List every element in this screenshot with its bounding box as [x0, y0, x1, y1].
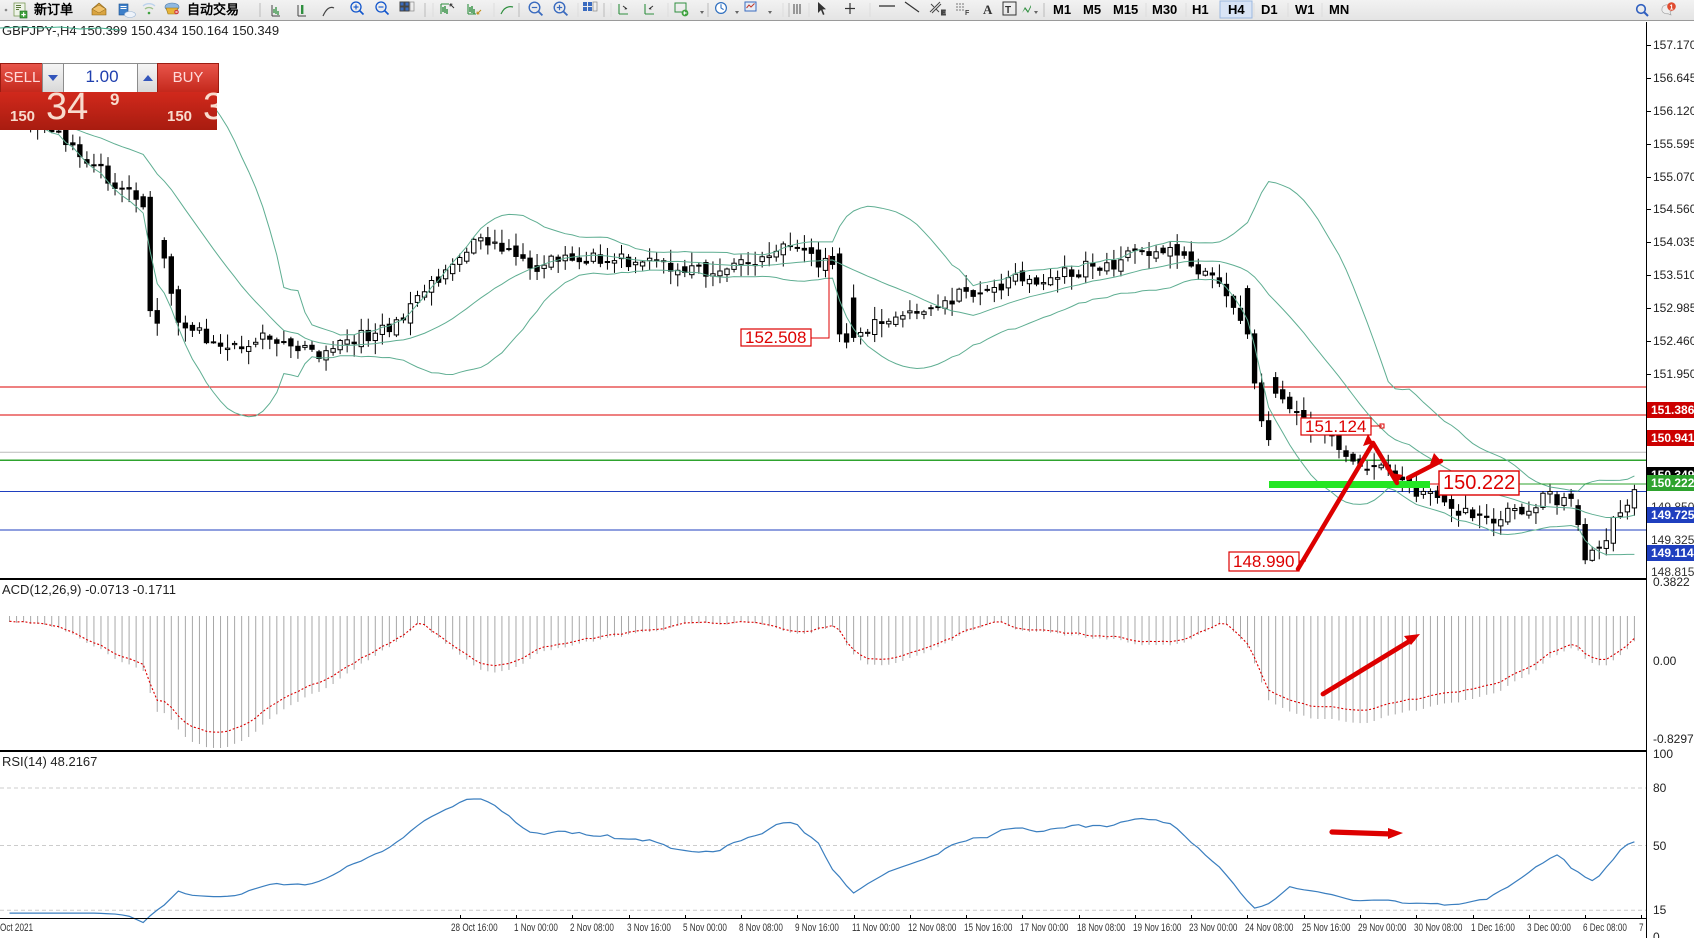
svg-text:E: E — [941, 10, 946, 17]
svg-text:151.124: 151.124 — [1305, 417, 1366, 436]
svg-text:M30: M30 — [1152, 2, 1177, 17]
svg-text:自动交易: 自动交易 — [187, 2, 239, 17]
svg-text:F: F — [965, 10, 970, 17]
svg-text:1: 1 — [1670, 4, 1674, 11]
svg-text:新订单: 新订单 — [34, 2, 73, 17]
svg-text:W1: W1 — [1295, 2, 1315, 17]
svg-text:D1: D1 — [1261, 2, 1278, 17]
svg-text:150.222: 150.222 — [1443, 472, 1515, 494]
svg-text:M5: M5 — [1083, 2, 1101, 17]
svg-text:M1: M1 — [1053, 2, 1071, 17]
svg-text:H1: H1 — [1192, 2, 1209, 17]
svg-text:MN: MN — [1329, 2, 1349, 17]
svg-text:H4: H4 — [1228, 2, 1245, 17]
svg-text:A: A — [983, 2, 993, 17]
svg-text:M15: M15 — [1113, 2, 1138, 17]
svg-text:148.990: 148.990 — [1233, 552, 1294, 571]
svg-text:T: T — [1005, 5, 1011, 16]
svg-text:152.508: 152.508 — [745, 328, 806, 347]
